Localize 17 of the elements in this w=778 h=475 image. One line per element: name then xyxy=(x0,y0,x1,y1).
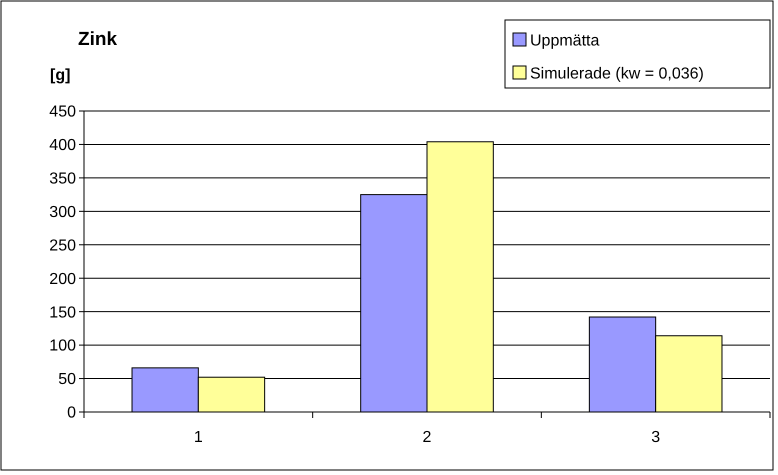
y-axis-title: [g] xyxy=(50,67,70,84)
legend-label: Simulerade (kw = 0,036) xyxy=(530,66,704,83)
chart-title: Zink xyxy=(78,29,118,50)
y-tick-label: 100 xyxy=(49,338,76,355)
y-tick-label: 0 xyxy=(67,404,76,422)
legend-label: Uppmätta xyxy=(530,32,600,50)
x-tick-label: 2 xyxy=(422,429,432,446)
y-tick-label: 350 xyxy=(49,170,76,188)
y-tick-label: 150 xyxy=(49,304,76,322)
y-tick-label: 250 xyxy=(49,237,76,254)
y-tick-label: 400 xyxy=(49,137,76,154)
y-tick-label: 50 xyxy=(58,371,76,388)
x-tick-label: 3 xyxy=(651,429,660,446)
y-tick-label: 200 xyxy=(49,270,76,288)
y-tick-label: 450 xyxy=(49,104,76,121)
x-tick-label: 1 xyxy=(194,429,203,446)
y-tick-label: 300 xyxy=(49,204,76,221)
